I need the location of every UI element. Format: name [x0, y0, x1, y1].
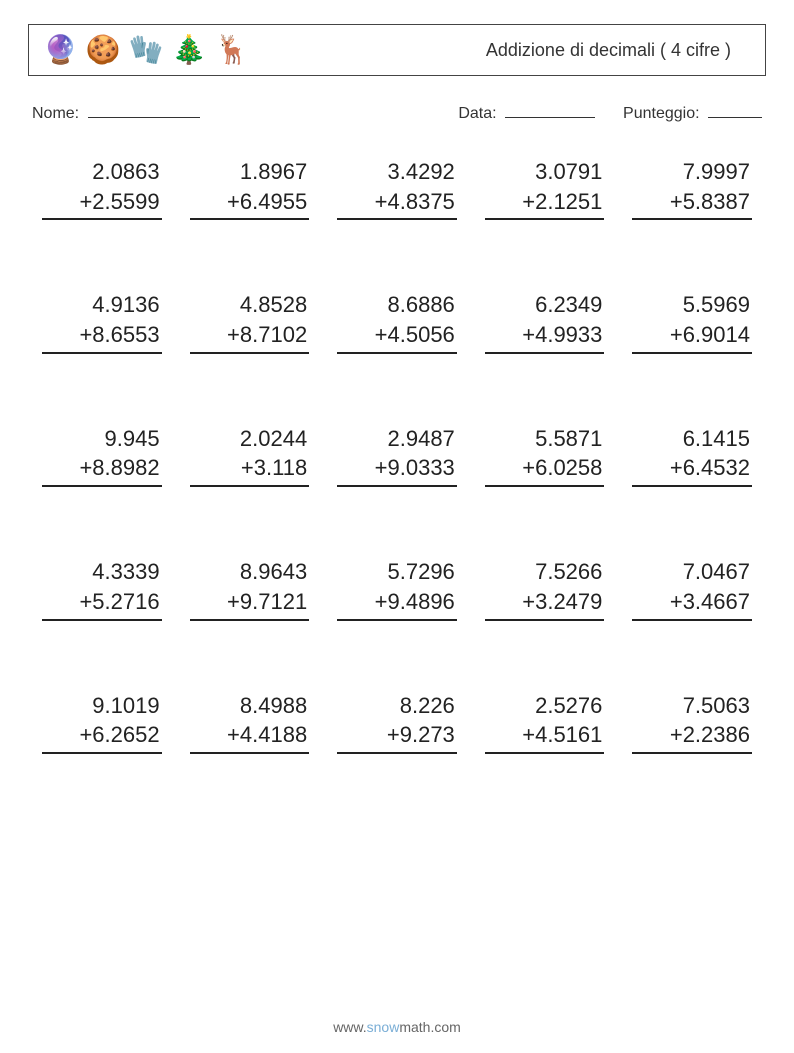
problem: 5.5871+6.0258: [485, 424, 605, 487]
problem: 2.0244+3.118: [190, 424, 310, 487]
worksheet-page: 🔮 🍪 🧤 🎄 🦌 Addizione di decimali ( 4 cifr…: [0, 0, 794, 1053]
addend-top: 2.9487: [337, 424, 457, 454]
addend-top: 5.5969: [632, 290, 752, 320]
addend-top: 7.5063: [632, 691, 752, 721]
addend-bottom: +6.0258: [485, 453, 605, 487]
problem: 8.226+9.273: [337, 691, 457, 754]
addend-top: 5.7296: [337, 557, 457, 587]
addend-top: 4.3339: [42, 557, 162, 587]
problem: 4.3339+5.2716: [42, 557, 162, 620]
meta-score: Punteggio:: [623, 102, 762, 123]
problem: 7.5063+2.2386: [632, 691, 752, 754]
addend-bottom: +8.6553: [42, 320, 162, 354]
problem: 2.0863+2.5599: [42, 157, 162, 220]
addend-top: 3.4292: [337, 157, 457, 187]
addend-bottom: +6.9014: [632, 320, 752, 354]
problems-grid: 2.0863+2.55991.8967+6.49553.4292+4.83753…: [28, 157, 766, 754]
worksheet-title: Addizione di decimali ( 4 cifre ): [486, 40, 751, 61]
problem: 8.4988+4.4188: [190, 691, 310, 754]
addend-bottom: +4.4188: [190, 720, 310, 754]
reindeer-icon: 🦌: [215, 36, 250, 64]
addend-top: 8.4988: [190, 691, 310, 721]
score-label: Punteggio:: [623, 105, 700, 122]
addend-top: 1.8967: [190, 157, 310, 187]
addend-bottom: +6.4532: [632, 453, 752, 487]
addend-bottom: +9.7121: [190, 587, 310, 621]
problem: 6.1415+6.4532: [632, 424, 752, 487]
addend-bottom: +3.2479: [485, 587, 605, 621]
addend-top: 8.6886: [337, 290, 457, 320]
addend-bottom: +5.2716: [42, 587, 162, 621]
addend-bottom: +2.2386: [632, 720, 752, 754]
addend-bottom: +4.5056: [337, 320, 457, 354]
addend-top: 8.226: [337, 691, 457, 721]
addend-bottom: +8.8982: [42, 453, 162, 487]
problem: 3.0791+2.1251: [485, 157, 605, 220]
meta-date: Data:: [458, 102, 595, 123]
addend-bottom: +2.1251: [485, 187, 605, 221]
meta-name: Nome:: [32, 102, 458, 123]
addend-bottom: +9.273: [337, 720, 457, 754]
addend-bottom: +9.4896: [337, 587, 457, 621]
name-blank[interactable]: [88, 102, 200, 118]
wreath-icon: 🎄: [172, 36, 207, 64]
footer-brand: snow: [367, 1019, 400, 1035]
addend-top: 7.5266: [485, 557, 605, 587]
addend-bottom: +4.9933: [485, 320, 605, 354]
addend-top: 6.1415: [632, 424, 752, 454]
addend-bottom: +8.7102: [190, 320, 310, 354]
problem: 7.0467+3.4667: [632, 557, 752, 620]
addend-bottom: +6.2652: [42, 720, 162, 754]
date-label: Data:: [458, 105, 496, 122]
addend-bottom: +2.5599: [42, 187, 162, 221]
problem: 8.9643+9.7121: [190, 557, 310, 620]
problem: 5.5969+6.9014: [632, 290, 752, 353]
addend-bottom: +9.0333: [337, 453, 457, 487]
mitten-icon: 🧤: [129, 36, 164, 64]
addend-top: 4.9136: [42, 290, 162, 320]
problem: 1.8967+6.4955: [190, 157, 310, 220]
addend-bottom: +6.4955: [190, 187, 310, 221]
problem: 9.945+8.8982: [42, 424, 162, 487]
problem: 7.5266+3.2479: [485, 557, 605, 620]
footer: www.snowmath.com: [0, 1019, 794, 1035]
addend-top: 8.9643: [190, 557, 310, 587]
problem: 2.5276+4.5161: [485, 691, 605, 754]
addend-top: 2.0244: [190, 424, 310, 454]
name-label: Nome:: [32, 105, 79, 122]
addend-top: 2.0863: [42, 157, 162, 187]
date-blank[interactable]: [505, 102, 595, 118]
addend-top: 9.1019: [42, 691, 162, 721]
addend-bottom: +4.8375: [337, 187, 457, 221]
addend-bottom: +4.5161: [485, 720, 605, 754]
problem: 5.7296+9.4896: [337, 557, 457, 620]
addend-top: 7.9997: [632, 157, 752, 187]
problem: 2.9487+9.0333: [337, 424, 457, 487]
problem: 6.2349+4.9933: [485, 290, 605, 353]
addend-bottom: +5.8387: [632, 187, 752, 221]
footer-prefix: www.: [333, 1019, 366, 1035]
meta-row: Nome: Data: Punteggio:: [28, 102, 766, 123]
problem: 4.8528+8.7102: [190, 290, 310, 353]
addend-top: 5.5871: [485, 424, 605, 454]
addend-top: 4.8528: [190, 290, 310, 320]
problem: 3.4292+4.8375: [337, 157, 457, 220]
snowglobe-icon: 🔮: [43, 36, 78, 64]
score-blank[interactable]: [708, 102, 762, 118]
problem: 4.9136+8.6553: [42, 290, 162, 353]
cookie-icon: 🍪: [86, 36, 121, 64]
addend-top: 6.2349: [485, 290, 605, 320]
addend-bottom: +3.4667: [632, 587, 752, 621]
addend-top: 7.0467: [632, 557, 752, 587]
addend-top: 3.0791: [485, 157, 605, 187]
problem: 9.1019+6.2652: [42, 691, 162, 754]
problem: 8.6886+4.5056: [337, 290, 457, 353]
addend-top: 2.5276: [485, 691, 605, 721]
problem: 7.9997+5.8387: [632, 157, 752, 220]
header-icons: 🔮 🍪 🧤 🎄 🦌: [43, 36, 249, 64]
addend-top: 9.945: [42, 424, 162, 454]
header-box: 🔮 🍪 🧤 🎄 🦌 Addizione di decimali ( 4 cifr…: [28, 24, 766, 76]
footer-suffix: math.com: [399, 1019, 460, 1035]
addend-bottom: +3.118: [190, 453, 310, 487]
